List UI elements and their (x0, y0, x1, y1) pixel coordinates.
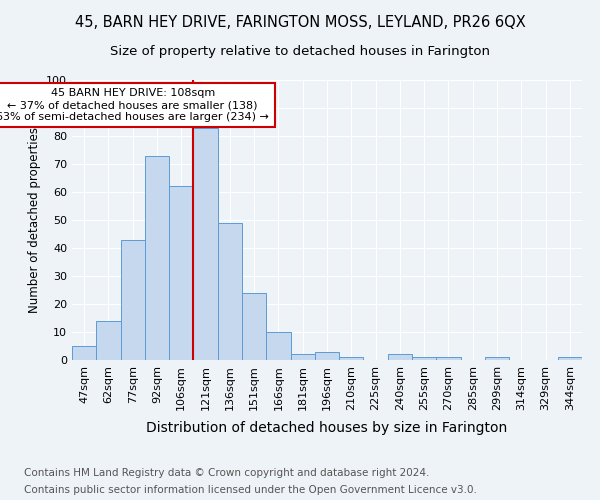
Bar (266, 332, 290, 360)
Y-axis label: Number of detached properties: Number of detached properties (28, 127, 41, 313)
Bar (145, 156, 169, 360)
X-axis label: Distribution of detached houses by size in Farington: Distribution of detached houses by size … (146, 421, 508, 435)
Text: Contains public sector information licensed under the Open Government Licence v3: Contains public sector information licen… (24, 485, 477, 495)
Text: Contains HM Land Registry data © Crown copyright and database right 2024.: Contains HM Land Registry data © Crown c… (24, 468, 430, 477)
Bar (242, 293, 266, 360)
Text: Size of property relative to detached houses in Farington: Size of property relative to detached ho… (110, 45, 490, 58)
Text: 45 BARN HEY DRIVE: 108sqm
← 37% of detached houses are smaller (138)
63% of semi: 45 BARN HEY DRIVE: 108sqm ← 37% of detac… (0, 88, 269, 122)
Bar (388, 354, 412, 360)
Bar (558, 357, 582, 360)
Bar (485, 357, 509, 360)
Bar (412, 357, 436, 360)
Bar (339, 357, 364, 360)
Bar (290, 354, 315, 360)
Bar (315, 352, 339, 360)
Bar (169, 186, 193, 360)
Bar (96, 321, 121, 360)
Bar (121, 240, 145, 360)
Bar (193, 128, 218, 360)
Text: 45, BARN HEY DRIVE, FARINGTON MOSS, LEYLAND, PR26 6QX: 45, BARN HEY DRIVE, FARINGTON MOSS, LEYL… (74, 15, 526, 30)
Bar (436, 357, 461, 360)
Bar (218, 223, 242, 360)
Bar (72, 346, 96, 360)
